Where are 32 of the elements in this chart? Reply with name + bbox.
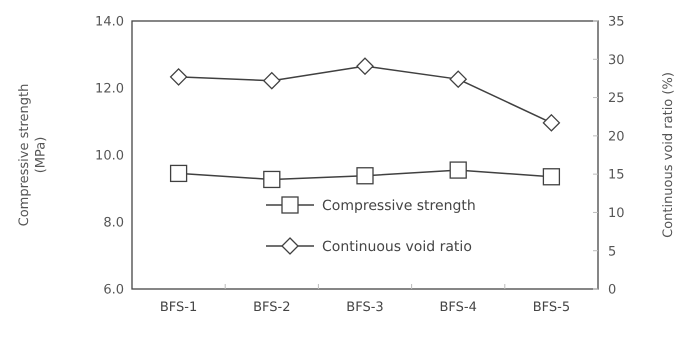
legend-label: Continuous void ratio (322, 238, 472, 255)
x-tick-label: BFS-2 (253, 300, 290, 315)
point (450, 70, 467, 88)
y2-tick-label: 25 (608, 91, 625, 106)
point (356, 167, 374, 184)
y-tick-label: 8.0 (103, 216, 124, 231)
y2-tick-label: 20 (608, 129, 625, 144)
point (356, 58, 374, 75)
x-tick-label: BFS-1 (160, 300, 198, 315)
point (542, 168, 560, 186)
y2-tick-label: 10 (608, 206, 625, 221)
point (263, 72, 280, 90)
y-tick-label: 12.0 (95, 82, 124, 97)
x-tick-label: BFS-5 (532, 300, 570, 315)
y2-tick-label: 35 (608, 14, 625, 30)
point (170, 68, 188, 86)
y-tick-label: 10.0 (95, 148, 124, 164)
y-axis-title: Compressive strength (MPa) (17, 84, 48, 226)
y2-tick-label: 30 (608, 52, 625, 68)
point (450, 161, 467, 179)
x-tick-label: BFS-3 (346, 300, 384, 315)
point (542, 114, 560, 132)
y-tick-label: 14.0 (95, 14, 124, 30)
y2-axis-title: Continuous void ratio (%) (661, 72, 676, 238)
y2-tick-label: 15 (608, 168, 625, 183)
point (263, 170, 280, 188)
y2-tick-label: 5 (608, 244, 616, 260)
point (170, 164, 188, 182)
x-tick-label: BFS-4 (440, 300, 477, 315)
y2-tick-label: 0 (608, 282, 616, 298)
legend-label: Compressive strength (322, 198, 476, 214)
y-tick-label: 6.0 (103, 282, 124, 298)
